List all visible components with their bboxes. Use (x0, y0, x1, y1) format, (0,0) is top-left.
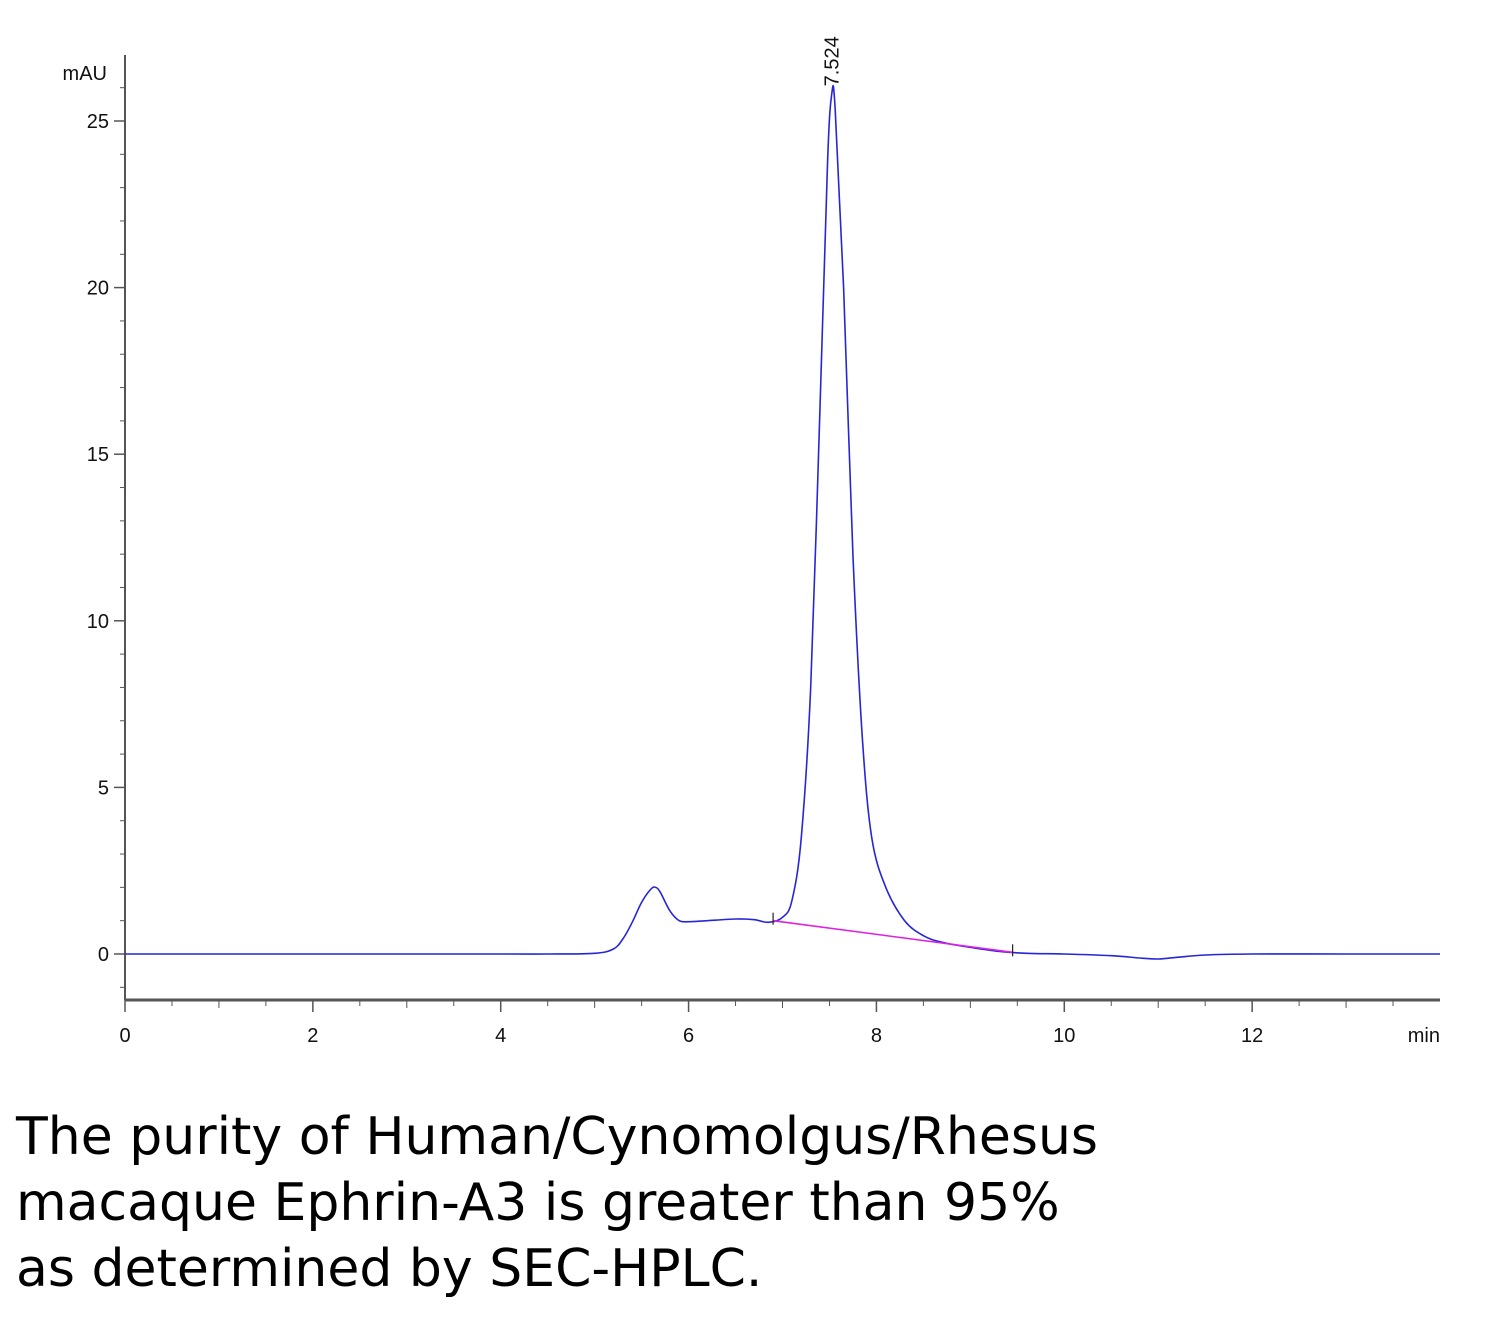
y-tick-label: 25 (87, 111, 109, 133)
y-tick-label: 5 (98, 777, 109, 799)
caption-line-2: macaque Ephrin-A3 is greater than 95% (16, 1173, 1060, 1233)
x-tick-label: 10 (1053, 1025, 1075, 1047)
peak-label: 7.524 (822, 36, 844, 86)
y-tick-label: 0 (98, 944, 109, 966)
y-tick-label: 15 (87, 444, 109, 466)
x-tick-label: 6 (683, 1025, 694, 1047)
x-tick-label: 0 (119, 1025, 130, 1047)
x-axis-label: min (1408, 1025, 1440, 1047)
chromatogram-chart: 0 5 10 15 20 25 mAU 0 2 4 6 8 10 12 min 7.524 (63, 36, 1441, 1047)
signal-trace (125, 84, 1441, 960)
y-tick-label: 10 (87, 611, 109, 633)
caption-line-3: as determined by SEC-HPLC. (16, 1239, 763, 1299)
y-tick-label: 20 (87, 278, 109, 300)
x-tick-label: 2 (307, 1025, 318, 1047)
x-tick-label: 8 (871, 1025, 882, 1047)
x-tick-label: 4 (495, 1025, 506, 1047)
caption-text: The purity of Human/Cynomolgus/Rhesus ma… (16, 1104, 1476, 1302)
integration-baseline-line (773, 919, 1013, 954)
x-tick-label: 12 (1241, 1025, 1263, 1047)
caption-line-1: The purity of Human/Cynomolgus/Rhesus (16, 1107, 1098, 1167)
y-axis-label: mAU (63, 63, 107, 85)
